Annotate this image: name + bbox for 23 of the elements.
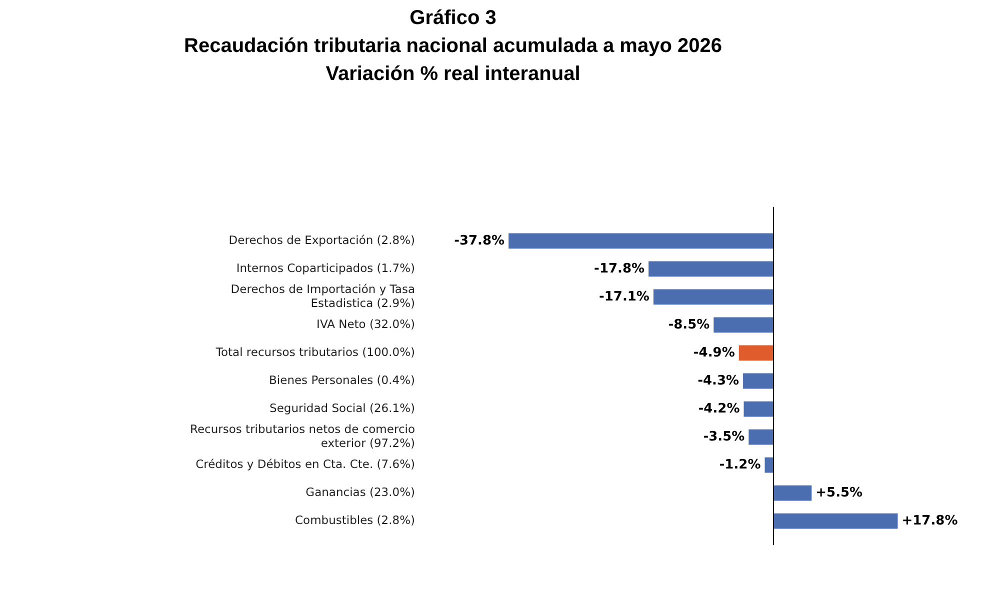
data-label: -4.9%	[693, 345, 735, 360]
data-label: -17.1%	[598, 289, 650, 304]
chart-title: Gráfico 3 Recaudación tributaria nacional acumulada a mayo 2026 Variación % real interanual	[183, 6, 723, 87]
data-label: +17.8%	[902, 513, 958, 528]
data-label: -37.8%	[454, 233, 505, 248]
y-tick-label: Derechos de Importación y Tasa Estadistica (2.9%)	[230, 282, 415, 310]
data-label: +5.5%	[816, 485, 863, 500]
data-label: -17.8%	[594, 261, 645, 276]
y-tick-label: Bienes Personales (0.4%)	[269, 372, 415, 387]
y-tick-label: Créditos y Débitos en Cta. Cte. (7.6%)	[196, 457, 415, 472]
y-tick-label: Seguridad Social (26.1%)	[270, 401, 415, 416]
y-tick-label: Internos Coparticipados (1.7%)	[236, 260, 415, 275]
y-tick-label: Ganancias (23.0%)	[306, 485, 415, 500]
y-tick-label: Total recursos tributarios (100.0%)	[214, 344, 415, 359]
y-tick-label: Recursos tributarios netos de comercio exterior (97.2%)	[190, 422, 415, 450]
data-label: -8.5%	[668, 317, 710, 332]
data-label: -3.5%	[703, 429, 745, 444]
data-label: -4.2%	[698, 401, 740, 416]
y-tick-label: IVA Neto (32.0%)	[316, 316, 415, 331]
data-label: -4.3%	[698, 373, 740, 388]
y-tick-label: Derechos de Exportación (2.8%)	[228, 232, 415, 247]
data-label: -1.2%	[719, 457, 761, 472]
y-tick-label: Combustibles (2.8%)	[295, 513, 415, 528]
